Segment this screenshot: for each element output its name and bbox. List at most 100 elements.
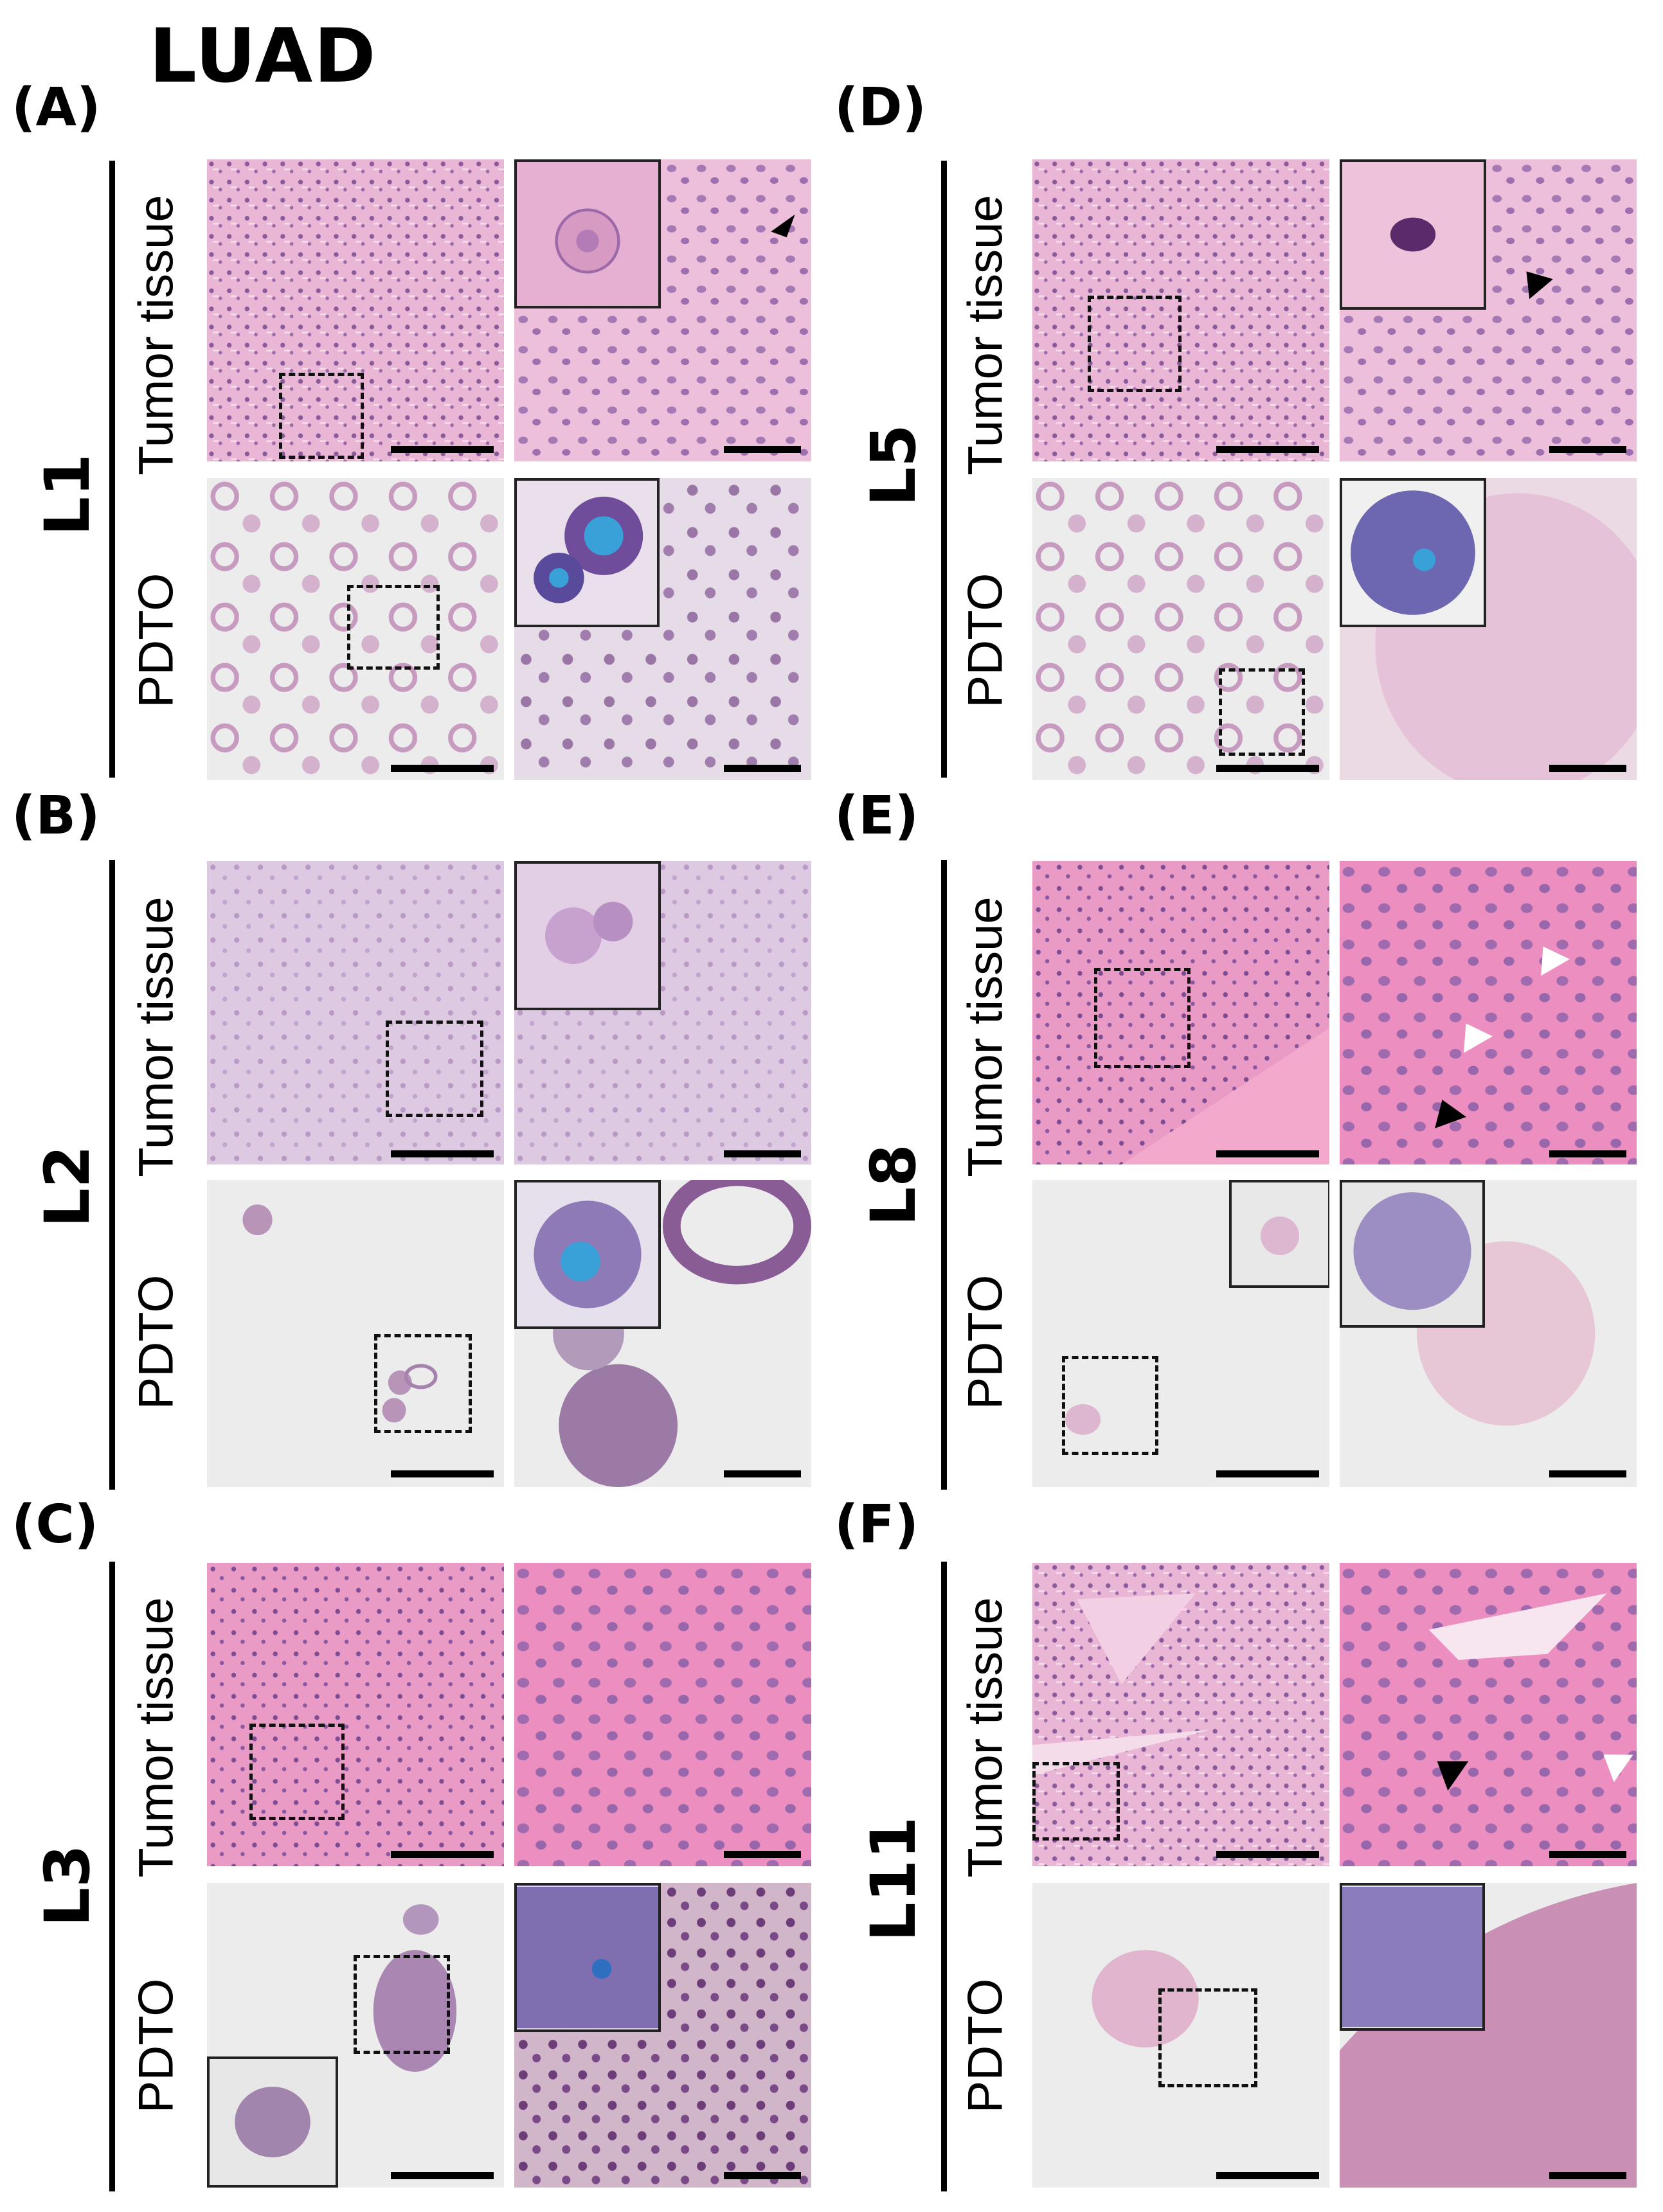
scale-bar — [391, 765, 494, 772]
scale-bar — [391, 2172, 494, 2179]
micrograph-a-tissue-low — [207, 159, 504, 461]
case-label-l3: L3 — [31, 1844, 103, 1927]
panel-f-divider — [941, 1562, 947, 2191]
roi-box — [1219, 668, 1305, 756]
scale-bar — [724, 765, 801, 772]
panel-a-divider — [109, 161, 115, 778]
inset-d-tissue — [1340, 159, 1486, 310]
panel-label-a: (A) — [12, 77, 101, 138]
panel-label-b: (B) — [12, 785, 100, 846]
micrograph-b-tissue-high — [514, 861, 811, 1164]
roi-box — [1158, 1988, 1257, 2087]
inset-b-pdto-alcian — [514, 1180, 661, 1329]
micrograph-c-pdto-low — [207, 1883, 504, 2188]
scale-bar — [391, 1470, 494, 1477]
inset-e-pdto-overview — [1229, 1180, 1329, 1288]
micrograph-f-tissue-high — [1340, 1563, 1637, 1866]
row-label-tissue-f: Tumor tissue — [958, 1597, 1013, 1878]
roi-box — [279, 373, 364, 459]
case-label-l2: L2 — [31, 1145, 103, 1227]
micrograph-e-pdto-low — [1032, 1180, 1329, 1487]
inset-e-pdto-alcian — [1340, 1180, 1485, 1328]
inset-b-tissue — [514, 861, 661, 1010]
scale-bar — [724, 1150, 801, 1157]
case-label-l5: L5 — [858, 424, 930, 506]
roi-box — [249, 1724, 345, 1820]
scale-bar — [1216, 765, 1319, 772]
micrograph-b-pdto-high — [514, 1180, 811, 1487]
row-label-pdto-b: PDTO — [129, 1274, 184, 1410]
roi-box — [347, 585, 440, 670]
micrograph-f-pdto-low — [1032, 1883, 1329, 2188]
micrograph-e-pdto-high — [1340, 1180, 1637, 1487]
inset-c-pdto-overview — [207, 2056, 338, 2188]
scale-bar — [1549, 446, 1626, 453]
roi-box — [386, 1021, 483, 1117]
roi-box — [354, 1955, 450, 2054]
panel-label-c: (C) — [12, 1494, 99, 1555]
scale-bar — [724, 2172, 801, 2179]
inset-a-pdto-alcian — [514, 478, 660, 627]
row-label-pdto-d: PDTO — [958, 573, 1013, 708]
micrograph-c-tissue-low — [207, 1563, 504, 1866]
micrograph-c-pdto-high — [514, 1883, 811, 2188]
row-label-pdto-a: PDTO — [129, 573, 184, 708]
inset-d-pdto-alcian — [1340, 478, 1486, 627]
panel-e-divider — [941, 860, 947, 1490]
micrograph-a-pdto-low — [207, 478, 504, 780]
case-label-l1: L1 — [31, 454, 103, 536]
inset-c-pdto-alcian — [514, 1883, 661, 2032]
row-label-pdto-f: PDTO — [958, 1978, 1013, 2114]
scale-bar — [724, 1851, 801, 1858]
row-label-tissue-c: Tumor tissue — [129, 1597, 184, 1878]
scale-bar — [1549, 1150, 1626, 1157]
case-label-l11: L11 — [858, 1816, 930, 1942]
figure-title: LUAD — [149, 13, 377, 100]
roi-box — [1088, 296, 1182, 392]
panel-label-e: (E) — [834, 785, 919, 846]
panel-d-divider — [941, 161, 947, 778]
scale-bar — [1549, 1470, 1626, 1477]
scale-bar — [1549, 1851, 1626, 1858]
scale-bar — [1216, 446, 1319, 453]
row-label-tissue-d: Tumor tissue — [958, 195, 1013, 476]
scale-bar — [1216, 1851, 1319, 1858]
row-label-tissue-a: Tumor tissue — [129, 195, 184, 476]
panel-c-divider — [109, 1562, 115, 2191]
micrograph-a-tissue-high — [514, 159, 811, 461]
micrograph-f-pdto-high — [1340, 1883, 1637, 2188]
micrograph-f-tissue-low — [1032, 1563, 1329, 1866]
row-label-tissue-b: Tumor tissue — [129, 896, 184, 1177]
scale-bar — [1549, 2172, 1626, 2179]
case-label-l8: L8 — [858, 1144, 930, 1226]
scale-bar — [1216, 1150, 1319, 1157]
roi-box — [1032, 1762, 1120, 1841]
micrograph-b-pdto-low — [207, 1180, 504, 1487]
row-label-pdto-e: PDTO — [958, 1274, 1013, 1410]
micrograph-e-tissue-low — [1032, 861, 1329, 1164]
scale-bar — [1216, 2172, 1319, 2179]
micrograph-d-tissue-low — [1032, 159, 1329, 461]
panel-label-d: (D) — [834, 77, 927, 138]
micrograph-d-pdto-low — [1032, 478, 1329, 780]
roi-box — [374, 1334, 472, 1433]
micrograph-d-tissue-high — [1340, 159, 1637, 461]
scale-bar — [391, 1851, 494, 1858]
scale-bar — [1549, 765, 1626, 772]
micrograph-c-tissue-high — [514, 1563, 811, 1866]
roi-box — [1094, 968, 1191, 1068]
panel-label-f: (F) — [834, 1494, 919, 1555]
inset-a-tissue — [514, 159, 661, 308]
scale-bar — [724, 1470, 801, 1477]
scale-bar — [391, 1150, 494, 1157]
micrograph-d-pdto-high — [1340, 478, 1637, 780]
inset-f-pdto-alcian — [1340, 1883, 1485, 2031]
scale-bar — [724, 446, 801, 453]
micrograph-a-pdto-high — [514, 478, 811, 780]
scale-bar — [391, 446, 494, 453]
scale-bar — [1216, 1470, 1319, 1477]
row-label-pdto-c: PDTO — [129, 1978, 184, 2114]
roi-box — [1062, 1356, 1158, 1455]
row-label-tissue-e: Tumor tissue — [958, 896, 1013, 1177]
panel-b-divider — [109, 860, 115, 1490]
